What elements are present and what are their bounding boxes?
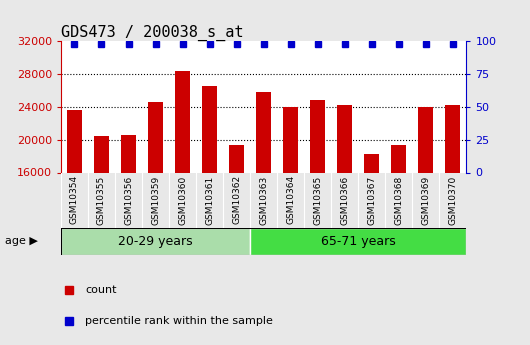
Bar bbox=[418, 107, 434, 172]
Text: GSM10365: GSM10365 bbox=[313, 175, 322, 225]
Text: GSM10370: GSM10370 bbox=[448, 175, 457, 225]
Bar bbox=[148, 102, 163, 172]
Text: GSM10363: GSM10363 bbox=[259, 175, 268, 225]
Bar bbox=[364, 155, 379, 172]
Bar bbox=[175, 71, 190, 172]
Text: GSM10354: GSM10354 bbox=[70, 175, 79, 224]
Bar bbox=[310, 100, 325, 172]
Bar bbox=[229, 145, 244, 172]
Bar bbox=[391, 145, 407, 172]
Text: GSM10356: GSM10356 bbox=[124, 175, 133, 225]
Bar bbox=[283, 107, 298, 172]
Text: age ▶: age ▶ bbox=[5, 237, 38, 246]
Text: GSM10366: GSM10366 bbox=[340, 175, 349, 225]
Text: GSM10364: GSM10364 bbox=[286, 175, 295, 224]
Bar bbox=[121, 135, 136, 172]
Bar bbox=[256, 92, 271, 172]
Bar bbox=[61, 228, 250, 255]
Text: 65-71 years: 65-71 years bbox=[321, 235, 396, 248]
Text: count: count bbox=[85, 285, 117, 295]
Bar bbox=[445, 105, 461, 172]
Text: GDS473 / 200038_s_at: GDS473 / 200038_s_at bbox=[61, 25, 243, 41]
Bar bbox=[337, 105, 352, 172]
Text: GSM10361: GSM10361 bbox=[205, 175, 214, 225]
Text: GSM10369: GSM10369 bbox=[421, 175, 430, 225]
Text: 20-29 years: 20-29 years bbox=[118, 235, 193, 248]
Bar bbox=[250, 228, 466, 255]
Text: GSM10355: GSM10355 bbox=[97, 175, 106, 225]
Bar bbox=[67, 110, 82, 172]
Text: GSM10359: GSM10359 bbox=[151, 175, 160, 225]
Text: GSM10362: GSM10362 bbox=[232, 175, 241, 224]
Text: GSM10360: GSM10360 bbox=[178, 175, 187, 225]
Bar bbox=[94, 136, 109, 172]
Text: GSM10368: GSM10368 bbox=[394, 175, 403, 225]
Text: percentile rank within the sample: percentile rank within the sample bbox=[85, 316, 273, 326]
Bar bbox=[202, 86, 217, 172]
Text: GSM10367: GSM10367 bbox=[367, 175, 376, 225]
